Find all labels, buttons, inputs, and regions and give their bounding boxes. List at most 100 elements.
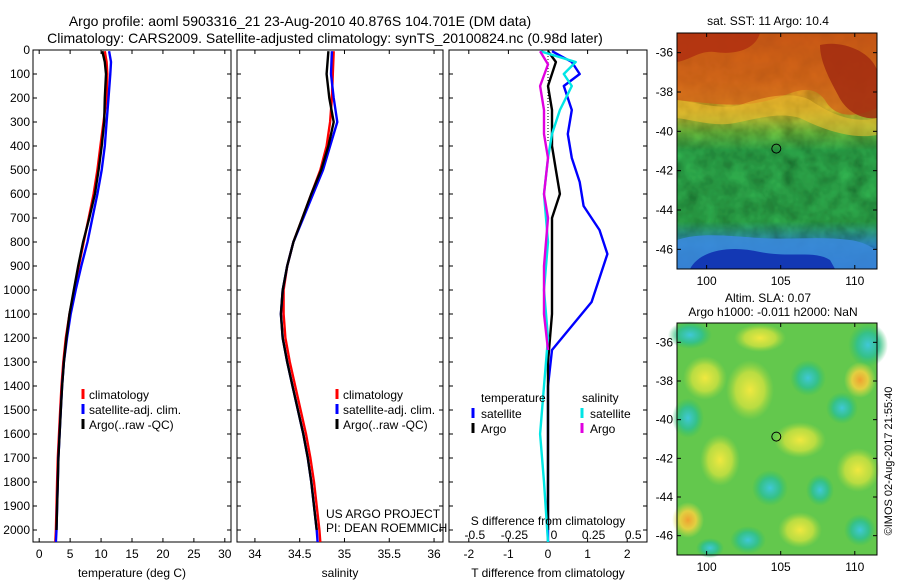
series-line-temperature-argo	[546, 50, 562, 530]
x-tick-label: 0	[545, 547, 552, 561]
map-x-tick-label: 100	[697, 560, 717, 574]
plot-frame	[32, 49, 232, 543]
sst-map-title: sat. SST: 11 Argo: 10.4	[707, 14, 829, 28]
y-tick-label: 900	[10, 259, 30, 273]
map-x-tick-label: 110	[845, 560, 864, 574]
plot-frame	[236, 49, 444, 543]
x-tick-label: 15	[125, 547, 139, 561]
x-tick-label: 10	[94, 547, 108, 561]
series-line-argo-raw-qc-	[55, 50, 108, 531]
x-tick-label: 34.5	[288, 547, 312, 561]
x-tick-label: 0	[36, 547, 43, 561]
timestamp-credit: ©IMOS 02-Aug-2017 21:55:40	[883, 387, 895, 536]
map-y-tick-label: -36	[656, 335, 674, 349]
sst-map-argo-marker	[771, 143, 782, 154]
sst-map-axes: 100 105 110 -36 -38 -40 -42 -44 -46	[656, 33, 877, 288]
legend-label: Argo(..raw -QC)	[89, 418, 174, 432]
map-y-tick-label: -38	[656, 374, 674, 388]
title-line2: Climatology: CARS2009. Satellite-adjuste…	[47, 30, 603, 46]
y-tick-label: 1400	[3, 379, 30, 393]
map-y-tick-label: -46	[656, 529, 674, 543]
sla-map-panel: 100 105 110 -36 -38 -40 -42 -44 -46	[656, 321, 888, 574]
temperature-panel: 0100200300400500600700800900100011001200…	[3, 43, 232, 580]
x-tick-label: 5	[67, 547, 74, 561]
y-tick-label: 1000	[3, 283, 30, 297]
x-tick-label: -1	[503, 547, 514, 561]
series-line-argo-raw-qc-	[279, 51, 335, 531]
sla-map-argo-marker	[771, 431, 782, 442]
legend-label: satellite	[590, 407, 631, 421]
legend-label: satellite	[481, 407, 522, 421]
map-x-tick-label: 105	[771, 274, 791, 288]
map-y-tick-label: -38	[656, 85, 674, 99]
x-axis-label: salinity	[322, 566, 359, 580]
sla-map-title-line2: Argo h1000: -0.011 h2000: NaN	[688, 305, 857, 319]
sla-map-frame	[676, 322, 878, 556]
series-line-temperature-satellite	[546, 50, 609, 542]
x-tick-label: -2	[463, 547, 474, 561]
sst-map-panel: sat. SST: 11 Argo: 10.4 100 105 110 -36 -38 -…	[656, 14, 878, 288]
y-tick-label: 1600	[3, 427, 30, 441]
y-tick-label: 1500	[3, 403, 30, 417]
pi-credit: PI: DEAN ROEMMICH	[326, 521, 447, 535]
x-tick-label: 36	[427, 547, 441, 561]
sst-map-field	[677, 33, 877, 269]
y-tick-label: 300	[10, 115, 30, 129]
map-y-tick-label: -42	[656, 451, 674, 465]
legend-label: satellite-adj. clim.	[343, 403, 435, 417]
x-axis-label: T difference from climatology	[471, 566, 625, 580]
legend-group-title: temperature	[481, 391, 546, 405]
s-tick-label: 0	[551, 528, 558, 542]
y-tick-label: 0	[23, 43, 30, 57]
title-line1: Argo profile: aoml 5903316_21 23-Aug-201…	[69, 13, 531, 29]
sla-map-field	[668, 321, 888, 558]
difference-panel: -2 -1 0 1 2 T difference from climatology temp…	[448, 49, 648, 580]
series-line-climatology	[54, 51, 109, 542]
x-tick-label: 35.5	[378, 547, 402, 561]
map-x-tick-label: 105	[771, 560, 791, 574]
legend-label: climatology	[89, 388, 149, 402]
x-axis-label: temperature (deg C)	[78, 566, 186, 580]
map-y-tick-label: -44	[656, 203, 674, 217]
map-y-tick-label: -44	[656, 490, 674, 504]
y-tick-label: 1100	[4, 307, 30, 321]
y-tick-label: 700	[10, 211, 30, 225]
legend-label: Argo	[481, 422, 507, 436]
s-tick-label: -0.5	[464, 528, 485, 542]
s-axis-label: S difference from climatology	[471, 514, 626, 528]
x-tick-label: 20	[156, 547, 170, 561]
x-tick-label: 35	[338, 547, 352, 561]
y-tick-label: 1800	[3, 475, 30, 489]
s-tick-label: -0.25	[501, 528, 529, 542]
y-tick-label: 100	[10, 67, 30, 81]
x-tick-label: 1	[584, 547, 591, 561]
y-tick-label: 2000	[3, 523, 30, 537]
y-tick-label: 400	[10, 139, 30, 153]
legend-label: Argo(..raw -QC)	[343, 418, 428, 432]
series-line-climatology	[282, 51, 335, 542]
map-x-tick-label: 110	[845, 274, 864, 288]
y-tick-label: 1900	[3, 499, 30, 513]
y-tick-label: 600	[10, 187, 30, 201]
map-y-tick-label: -42	[656, 164, 674, 178]
map-y-tick-label: -40	[656, 124, 674, 138]
y-tick-label: 1300	[3, 355, 30, 369]
sla-map-axes: 100 105 110 -36 -38 -40 -42 -44 -46	[656, 323, 877, 574]
legend-label: Argo	[590, 422, 616, 436]
s-tick-label: 0.5	[625, 528, 642, 542]
y-tick-label: 200	[10, 91, 30, 105]
y-tick-label: 1700	[3, 451, 30, 465]
y-tick-label: 800	[10, 235, 30, 249]
x-tick-label: 2	[624, 547, 631, 561]
y-tick-label: 1200	[3, 331, 30, 345]
series-line-salinity-argo	[538, 50, 550, 351]
y-tick-label: 500	[10, 163, 30, 177]
map-x-tick-label: 100	[697, 274, 717, 288]
x-tick-label: 34	[248, 547, 262, 561]
sst-map-frame	[676, 32, 878, 270]
map-y-tick-label: -40	[656, 413, 674, 427]
map-y-tick-label: -36	[656, 46, 674, 60]
legend-label: satellite-adj. clim.	[89, 403, 181, 417]
project-credit: US ARGO PROJECT	[326, 507, 441, 521]
